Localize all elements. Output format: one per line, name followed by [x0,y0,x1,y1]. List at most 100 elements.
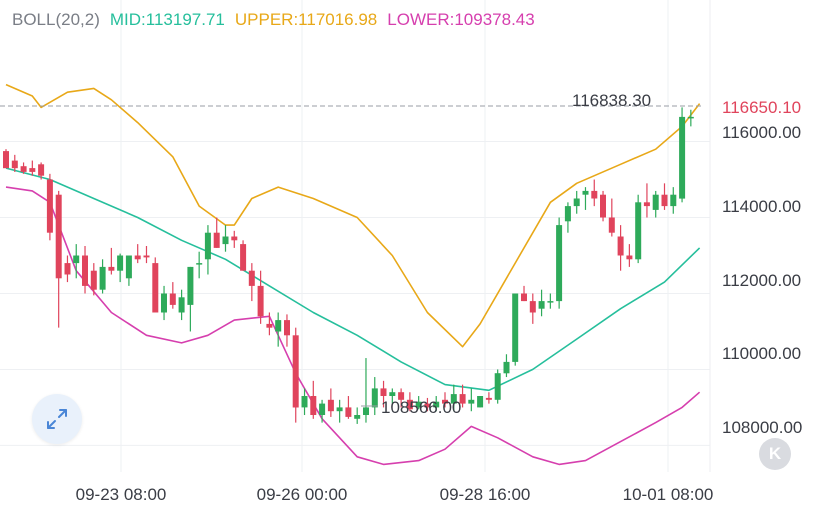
lower-value: LOWER:109378.43 [387,10,535,29]
candle [187,266,194,332]
candle [600,190,606,222]
candle-body [29,168,36,172]
candle-body [433,401,440,408]
candle [134,244,141,264]
candle-body [564,206,571,222]
candle-body [301,396,308,408]
candle [529,293,536,324]
candle-body [503,361,510,374]
candle-body [319,403,326,415]
candle-body [327,399,334,412]
kline-button[interactable]: K [759,438,791,470]
indicator-legend: BOLL(20,2) MID:113197.71 UPPER:117016.98 LO… [12,10,545,30]
candle-body [459,394,466,404]
candle [661,183,668,210]
candle [301,388,308,416]
candle-body [257,285,264,317]
candle-body [512,293,519,362]
expand-arrows-icon [47,409,67,429]
candle [626,244,633,267]
candle [64,255,71,283]
candle [643,183,650,218]
candle [652,190,659,218]
candle [108,247,115,275]
candle-body [494,373,501,400]
candle-body [46,179,53,233]
candle-body [670,194,677,207]
candle [635,194,642,264]
candle-body [424,403,431,408]
candle [670,187,677,214]
candle-body [626,255,633,260]
candle [73,244,80,279]
candle-body [20,166,27,172]
candle [354,407,361,424]
candle [336,399,343,423]
candle [55,190,62,328]
candle [284,314,290,347]
candle-body [687,116,694,119]
candle-body [266,323,273,328]
candle-body [679,116,686,199]
candle [494,369,501,404]
candle-body [152,263,159,313]
candle [161,285,167,321]
candle [266,312,273,336]
candle-body [380,388,387,396]
candle [415,396,422,410]
candle [29,160,36,176]
candle [380,380,387,408]
x-tick-label: 09-28 16:00 [440,485,531,504]
candle [178,289,185,321]
candle [169,282,176,309]
candle-body [521,293,527,302]
candle-body [231,236,238,241]
candle-body [661,194,668,207]
candle-body [187,266,194,305]
lower-band-line [5,186,701,466]
candle-body [652,194,659,210]
candle-body [178,297,185,313]
candle-body [389,392,396,396]
candle [371,377,378,416]
candle [450,384,457,412]
candle-body [468,399,475,404]
candle-body [125,255,132,279]
y-axis-labels: 116000.00 114000.00 112000.00 110000.00 … [722,123,802,437]
y-tick-label: 114000.00 [722,197,801,216]
candle [196,251,203,279]
candle [20,162,27,174]
candle-body [196,263,203,265]
y-tick-label: 108000.00 [722,418,802,437]
zoom-button[interactable] [32,394,82,444]
candle-body [169,293,176,305]
candle [582,187,589,210]
candle [117,253,124,283]
candle [433,396,440,412]
candle-body [477,396,484,408]
candle [46,173,53,241]
candle [687,109,694,127]
candle [521,285,527,302]
candle [547,293,554,309]
candle [608,198,615,237]
high-annotation: 116838.30 [572,91,651,110]
candle [11,154,18,172]
candle [345,396,352,419]
candle [573,190,580,214]
candle-body [292,335,299,408]
bollinger-bands [5,83,701,466]
candle-body [485,397,492,400]
candle-body [99,266,106,290]
candle [468,388,475,412]
candle [240,240,247,271]
candle-body [363,407,369,415]
last-price-tag: 116650.10 [722,98,801,117]
candle-body [82,255,88,286]
candle-body [117,255,124,271]
candle [90,263,97,296]
x-axis-labels: 09-23 08:00 09-26 00:00 09-28 16:00 10-0… [76,485,714,504]
candle-body [55,194,62,279]
candle-body [643,202,650,207]
candle [257,270,264,324]
